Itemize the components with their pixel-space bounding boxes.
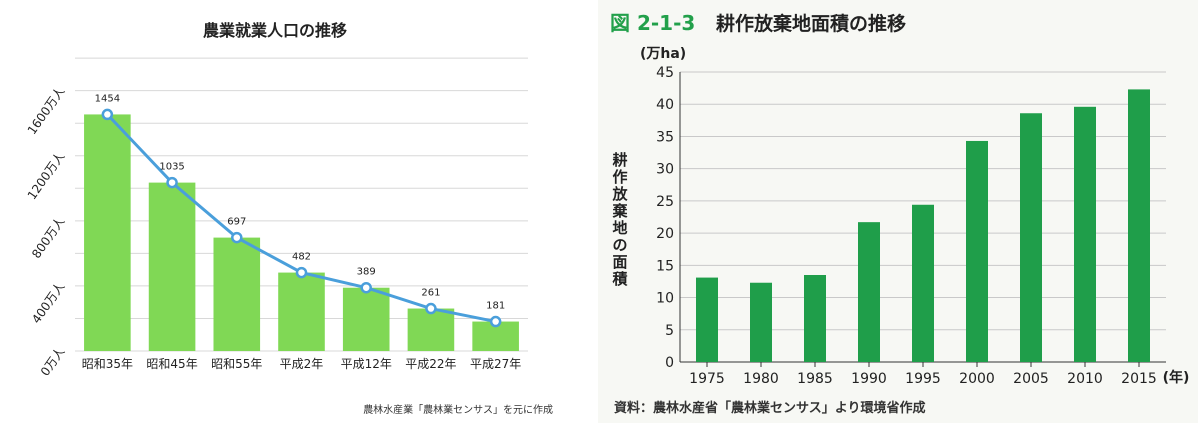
data-label: 389 xyxy=(357,267,376,278)
line-point xyxy=(231,231,243,244)
farm-population-chart: 農業就業人口の推移 0万人 400万人 800万人 1200万人 1600万人 昭和35… xyxy=(25,21,553,416)
bar xyxy=(1020,113,1042,362)
line-point xyxy=(425,302,437,315)
y-tick-label: 20 xyxy=(656,226,674,242)
bar xyxy=(912,204,934,362)
y-tick-label: 30 xyxy=(656,162,674,178)
y-tick-label: 5 xyxy=(665,323,674,339)
x-tick-label: 昭和55年 xyxy=(211,357,262,371)
y-tick-label: 45 xyxy=(656,65,674,81)
x-tick-label: 平成27年 xyxy=(470,357,521,371)
abandoned-farmland-chart: 図 2-1-3 耕作放棄地面積の推移 (万ha) 耕作放棄地の面積 0 5 10 15… xyxy=(610,11,1190,416)
y-tick-label: 25 xyxy=(656,194,674,210)
line-point xyxy=(489,315,502,328)
bar xyxy=(1074,106,1096,362)
x-tick-label: 1975 xyxy=(689,371,725,387)
line-point xyxy=(295,266,308,279)
bar xyxy=(966,140,988,362)
figure-number: 図 2-1-3 xyxy=(610,11,695,35)
line-point xyxy=(360,281,372,294)
x-tick-label: 2010 xyxy=(1067,371,1103,387)
y-tick-label: 15 xyxy=(656,258,674,274)
x-tick-label: 2005 xyxy=(1013,371,1049,387)
figure-number-text: 図 2-1-3 xyxy=(610,11,695,35)
x-tick-label: 平成12年 xyxy=(341,357,392,371)
source-note: 農林水産業「農林業センサス」を元に作成 xyxy=(363,403,553,416)
x-tick-label: 1995 xyxy=(905,371,941,387)
chart-title: 耕作放棄地面積の推移 xyxy=(716,12,906,35)
y-tick-label: 800万人 xyxy=(29,215,67,261)
x-tick-label: 2015 xyxy=(1121,371,1157,387)
data-label: 482 xyxy=(292,252,311,263)
bar xyxy=(148,182,196,351)
y-tick-label: 0万人 xyxy=(38,345,68,379)
y-tick-label: 0 xyxy=(665,355,674,371)
bar xyxy=(84,114,131,351)
line-point xyxy=(101,108,114,121)
y-tick-label: 1200万人 xyxy=(25,149,68,202)
bar xyxy=(804,275,826,362)
y-tick-label: 40 xyxy=(656,97,674,113)
bar xyxy=(696,277,718,362)
y-tick-label: 35 xyxy=(656,129,674,145)
x-tick-label: 平成22年 xyxy=(405,357,456,371)
x-tick-label: 1980 xyxy=(743,371,779,387)
y-tick-label: 400万人 xyxy=(29,280,67,326)
x-tick-label: 昭和45年 xyxy=(146,357,197,371)
data-label: 261 xyxy=(421,288,440,299)
x-tick-label: 2000 xyxy=(959,371,995,387)
x-tick-label: 1985 xyxy=(797,371,833,387)
source-note: 資料：農林水産省「農林業センサス」より環境省作成 xyxy=(614,400,925,416)
bar xyxy=(1128,89,1150,363)
bar xyxy=(278,272,325,351)
data-label: 1454 xyxy=(95,93,120,104)
data-label: 181 xyxy=(486,301,505,312)
x-tick-label: 1990 xyxy=(851,371,887,387)
bar xyxy=(213,237,261,351)
x-tick-label: 平成2年 xyxy=(280,357,324,371)
y-tick-label: 10 xyxy=(656,291,674,307)
chart-title: 農業就業人口の推移 xyxy=(203,21,347,40)
right-chart-panel: 図 2-1-3 耕作放棄地面積の推移 (万ha) 耕作放棄地の面積 0 5 10 15… xyxy=(598,0,1198,423)
bar xyxy=(407,308,455,351)
bar xyxy=(750,282,772,362)
y-unit-label: (万ha) xyxy=(640,46,686,62)
left-chart-panel: 農業就業人口の推移 0万人 400万人 800万人 1200万人 1600万人 昭和35… xyxy=(0,0,598,423)
y-tick-label: 1600万人 xyxy=(25,84,68,137)
y-axis-label: 耕作放棄地の面積 xyxy=(611,151,628,288)
data-label: 697 xyxy=(227,217,246,228)
line-point xyxy=(166,176,178,189)
bar xyxy=(342,287,390,351)
x-tick-label: 昭和35年 xyxy=(82,357,133,371)
x-unit-label: (年) xyxy=(1163,369,1190,386)
bar xyxy=(858,222,880,362)
data-label: 1035 xyxy=(159,162,184,173)
